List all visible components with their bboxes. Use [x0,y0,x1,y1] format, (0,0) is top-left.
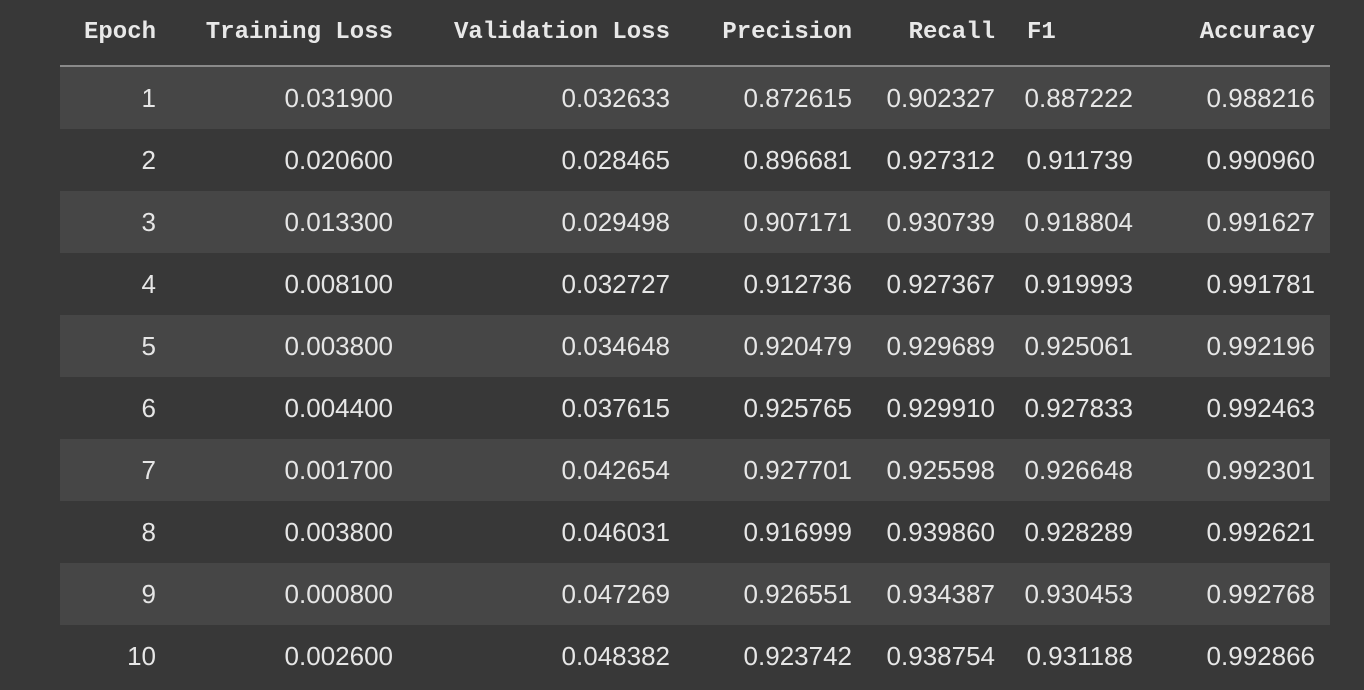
cell-accuracy: 0.992621 [1206,516,1315,547]
cell-epoch: 1 [141,82,156,113]
header-training-loss: Training Loss [168,0,405,67]
cell-accuracy: 0.992463 [1206,392,1315,423]
cell-validation-loss: 0.048382 [561,640,670,671]
cell-precision: 0.872615 [743,82,852,113]
cell-f1: 0.918804 [1024,206,1133,237]
table-row: 5 0.003800 0.034648 0.920479 0.929689 0.92506… [60,315,1330,377]
cell-recall: 0.925598 [886,454,995,485]
cell-training-loss: 0.001700 [284,454,393,485]
cell-epoch: 5 [141,330,156,361]
cell-recall: 0.939860 [886,516,995,547]
table-row: 2 0.020600 0.028465 0.896681 0.927312 0.91173… [60,129,1330,191]
cell-f1: 0.931188 [1026,640,1133,671]
header-recall: Recall [865,0,1010,67]
cell-validation-loss: 0.047269 [561,578,670,609]
table-row: 3 0.013300 0.029498 0.907171 0.930739 0.91880… [60,191,1330,253]
cell-validation-loss: 0.034648 [561,330,670,361]
cell-training-loss: 0.000800 [284,578,393,609]
cell-accuracy: 0.990960 [1206,144,1315,175]
cell-accuracy: 0.992301 [1206,454,1315,485]
table-row: 7 0.001700 0.042654 0.927701 0.925598 0.92664… [60,439,1330,501]
cell-epoch: 8 [141,516,156,547]
cell-accuracy: 0.991781 [1206,268,1315,299]
table-row: 8 0.003800 0.046031 0.916999 0.939860 0.92828… [60,501,1330,563]
cell-precision: 0.920479 [743,330,852,361]
cell-recall: 0.927312 [886,144,995,175]
cell-precision: 0.896681 [743,144,852,175]
cell-precision: 0.912736 [743,268,852,299]
table-row: 1 0.031900 0.032633 0.872615 0.902327 0.88722… [60,66,1330,129]
cell-recall: 0.902327 [886,82,995,113]
cell-accuracy: 0.992196 [1206,330,1315,361]
cell-epoch: 2 [141,144,156,175]
training-metrics-table: Epoch Training Loss Validation Loss Prec… [60,0,1330,687]
cell-accuracy: 0.992768 [1206,578,1315,609]
cell-f1: 0.927833 [1024,392,1133,423]
table-row: 10 0.002600 0.048382 0.923742 0.938754 0.9311… [60,625,1330,687]
cell-epoch: 6 [141,392,156,423]
training-metrics-table-container: Epoch Training Loss Validation Loss Prec… [60,0,1330,687]
cell-epoch: 7 [141,454,156,485]
cell-validation-loss: 0.032727 [561,268,670,299]
table-header: Epoch Training Loss Validation Loss Prec… [60,0,1330,67]
cell-recall: 0.929910 [886,392,995,423]
cell-training-loss: 0.013300 [284,206,393,237]
cell-training-loss: 0.004400 [284,392,393,423]
cell-training-loss: 0.002600 [284,640,393,671]
cell-training-loss: 0.020600 [284,144,393,175]
cell-training-loss: 0.003800 [284,330,393,361]
cell-f1: 0.911739 [1026,144,1133,175]
cell-validation-loss: 0.042654 [561,454,670,485]
cell-precision: 0.926551 [743,578,852,609]
cell-epoch: 3 [141,206,156,237]
cell-validation-loss: 0.046031 [561,516,670,547]
header-row: Epoch Training Loss Validation Loss Prec… [60,0,1330,67]
cell-precision: 0.916999 [743,516,852,547]
cell-f1: 0.928289 [1024,516,1133,547]
cell-validation-loss: 0.028465 [561,144,670,175]
cell-epoch: 9 [141,578,156,609]
header-epoch: Epoch [60,0,168,67]
cell-f1: 0.926648 [1024,454,1133,485]
cell-f1: 0.925061 [1024,330,1133,361]
cell-validation-loss: 0.029498 [561,206,670,237]
cell-accuracy: 0.992866 [1206,640,1315,671]
table-body: 1 0.031900 0.032633 0.872615 0.902327 0.88722… [60,66,1330,687]
cell-accuracy: 0.991627 [1206,206,1315,237]
cell-recall: 0.930739 [886,206,995,237]
header-f1: F1 [1010,0,1155,67]
cell-accuracy: 0.988216 [1206,82,1315,113]
header-validation-loss: Validation Loss [405,0,685,67]
cell-precision: 0.907171 [743,206,852,237]
cell-training-loss: 0.003800 [284,516,393,547]
cell-f1: 0.919993 [1024,268,1133,299]
cell-validation-loss: 0.037615 [561,392,670,423]
header-precision: Precision [685,0,865,67]
cell-precision: 0.927701 [743,454,852,485]
cell-precision: 0.925765 [743,392,852,423]
cell-recall: 0.929689 [886,330,995,361]
cell-training-loss: 0.008100 [284,268,393,299]
cell-f1: 0.887222 [1024,82,1133,113]
cell-recall: 0.927367 [886,268,995,299]
table-row: 9 0.000800 0.047269 0.926551 0.934387 0.93045… [60,563,1330,625]
cell-training-loss: 0.031900 [284,82,393,113]
cell-epoch: 10 [127,640,156,671]
header-accuracy: Accuracy [1155,0,1330,67]
table-row: 4 0.008100 0.032727 0.912736 0.927367 0.91999… [60,253,1330,315]
table-row: 6 0.004400 0.037615 0.925765 0.929910 0.92783… [60,377,1330,439]
cell-epoch: 4 [141,268,156,299]
cell-f1: 0.930453 [1024,578,1133,609]
cell-validation-loss: 0.032633 [561,82,670,113]
cell-recall: 0.938754 [886,640,995,671]
cell-precision: 0.923742 [743,640,852,671]
cell-recall: 0.934387 [886,578,995,609]
